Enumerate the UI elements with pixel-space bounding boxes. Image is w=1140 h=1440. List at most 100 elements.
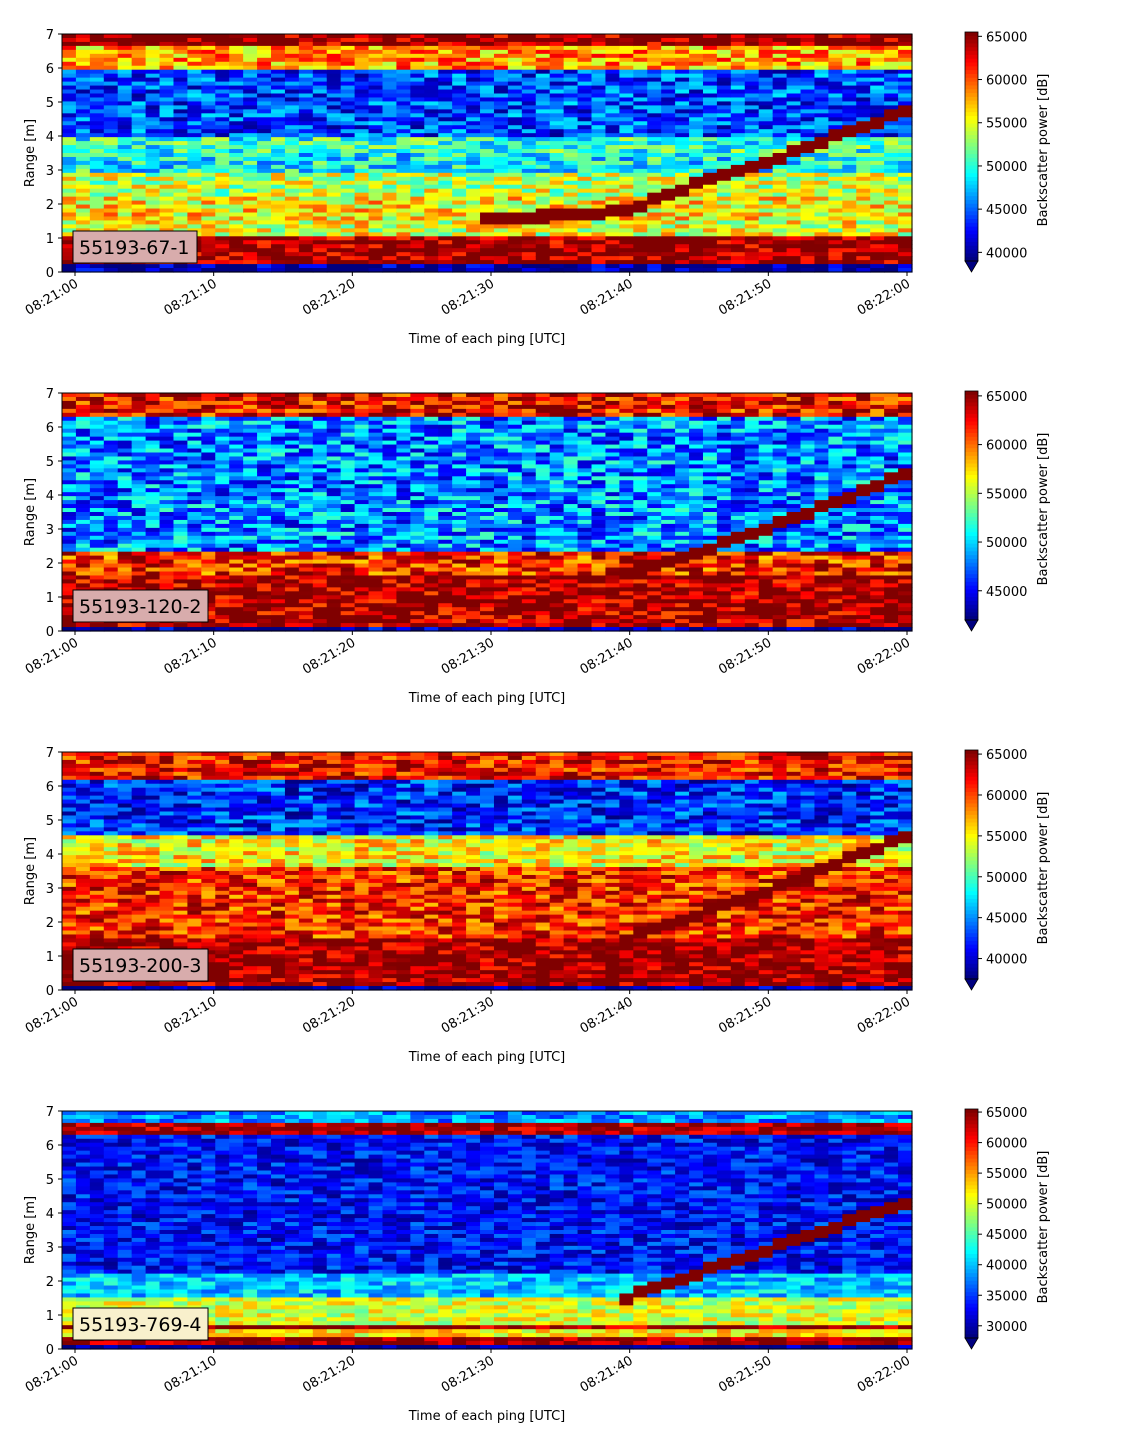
heatmap-cell (76, 472, 91, 477)
heatmap-cell (801, 248, 816, 253)
heatmap-cell (313, 90, 328, 95)
heatmap-cell (313, 429, 328, 434)
heatmap-cell (396, 50, 411, 55)
heatmap-cell (187, 488, 202, 493)
heatmap-cell (229, 232, 244, 237)
heatmap-cell (898, 157, 913, 162)
heatmap-cell (173, 165, 188, 170)
heatmap-cell (160, 213, 175, 218)
heatmap-cell (90, 480, 105, 485)
heatmap-cell (382, 236, 397, 241)
heatmap-cell (229, 201, 244, 206)
heatmap-cell (717, 42, 732, 47)
heatmap-cell (898, 213, 913, 218)
heatmap-cell (605, 189, 620, 194)
heatmap-cell (173, 579, 188, 584)
heatmap-cell (299, 552, 314, 557)
heatmap-cell (257, 500, 272, 505)
heatmap-cell (215, 556, 230, 561)
heatmap-cell (327, 90, 342, 95)
heatmap-cell (62, 484, 77, 489)
heatmap-cell (745, 46, 760, 51)
heatmap-cell (160, 504, 175, 509)
heatmap-cell (201, 86, 216, 91)
heatmap-cell (536, 125, 551, 130)
heatmap-cell (132, 425, 147, 430)
heatmap-cell (201, 488, 216, 493)
heatmap-cell (146, 480, 161, 485)
heatmap-cell (689, 90, 704, 95)
heatmap-cell (173, 453, 188, 458)
heatmap-cell (285, 145, 300, 150)
heatmap-cell (104, 169, 119, 174)
heatmap-cell (814, 66, 829, 71)
heatmap-cell (661, 137, 676, 142)
heatmap-cell (243, 50, 258, 55)
heatmap-cell (536, 161, 551, 166)
heatmap-cell (201, 429, 216, 434)
heatmap-cell (828, 189, 843, 194)
heatmap-cell (898, 216, 913, 221)
colorbar-tick-label: 40000 (986, 246, 1027, 261)
heatmap-cell (689, 78, 704, 83)
heatmap-cell (759, 189, 774, 194)
heatmap-cell (550, 248, 565, 253)
heatmap-cell (215, 548, 230, 553)
heatmap-cell (550, 54, 565, 59)
heatmap-cell (480, 209, 495, 214)
heatmap-cell (299, 492, 314, 497)
heatmap-cell (856, 157, 871, 162)
heatmap-cell (592, 149, 607, 154)
heatmap-cell (480, 185, 495, 190)
heatmap-cell (369, 256, 384, 261)
heatmap-cell (605, 181, 620, 186)
heatmap-cell (285, 500, 300, 505)
heatmap-cell (842, 177, 857, 182)
heatmap-cell (313, 492, 328, 497)
heatmap-cell (633, 78, 648, 83)
heatmap-cell (229, 532, 244, 537)
heatmap-cell (578, 34, 593, 39)
heatmap-cell (759, 34, 774, 39)
heatmap-cell (494, 117, 509, 122)
heatmap-cell (257, 173, 272, 178)
heatmap-cell (215, 409, 230, 414)
heatmap-cell (856, 161, 871, 166)
heatmap-cell (355, 213, 370, 218)
heatmap-cell (550, 97, 565, 102)
heatmap-cell (466, 177, 481, 182)
heatmap-cell (327, 464, 342, 469)
heatmap-cell (62, 161, 77, 166)
heatmap-cell (299, 228, 314, 233)
heatmap-cell (173, 560, 188, 565)
heatmap-cell (856, 137, 871, 142)
heatmap-cell (369, 252, 384, 257)
heatmap-cell (132, 623, 147, 628)
heatmap-cell (605, 117, 620, 122)
heatmap-cell (62, 564, 77, 569)
heatmap-cell (884, 149, 899, 154)
heatmap-cell (480, 173, 495, 178)
heatmap-cell (801, 90, 816, 95)
heatmap-cell (229, 492, 244, 497)
heatmap-cell (215, 393, 230, 398)
heatmap-cell (814, 216, 829, 221)
heatmap-cell (313, 260, 328, 265)
heatmap-cell (745, 133, 760, 138)
heatmap-cell (745, 121, 760, 126)
heatmap-cell (773, 34, 788, 39)
heatmap-cell (675, 213, 690, 218)
heatmap-cell (452, 129, 467, 134)
heatmap-cell (675, 220, 690, 225)
heatmap-cell (619, 177, 634, 182)
heatmap-cell (355, 264, 370, 269)
heatmap-cell (480, 113, 495, 118)
heatmap-cell (787, 224, 802, 229)
heatmap-cell (522, 181, 537, 186)
heatmap-cell (313, 137, 328, 142)
heatmap-cell (369, 236, 384, 241)
heatmap-cell (271, 50, 286, 55)
heatmap-cell (299, 480, 314, 485)
heatmap-cell (787, 228, 802, 233)
heatmap-cell (689, 224, 704, 229)
